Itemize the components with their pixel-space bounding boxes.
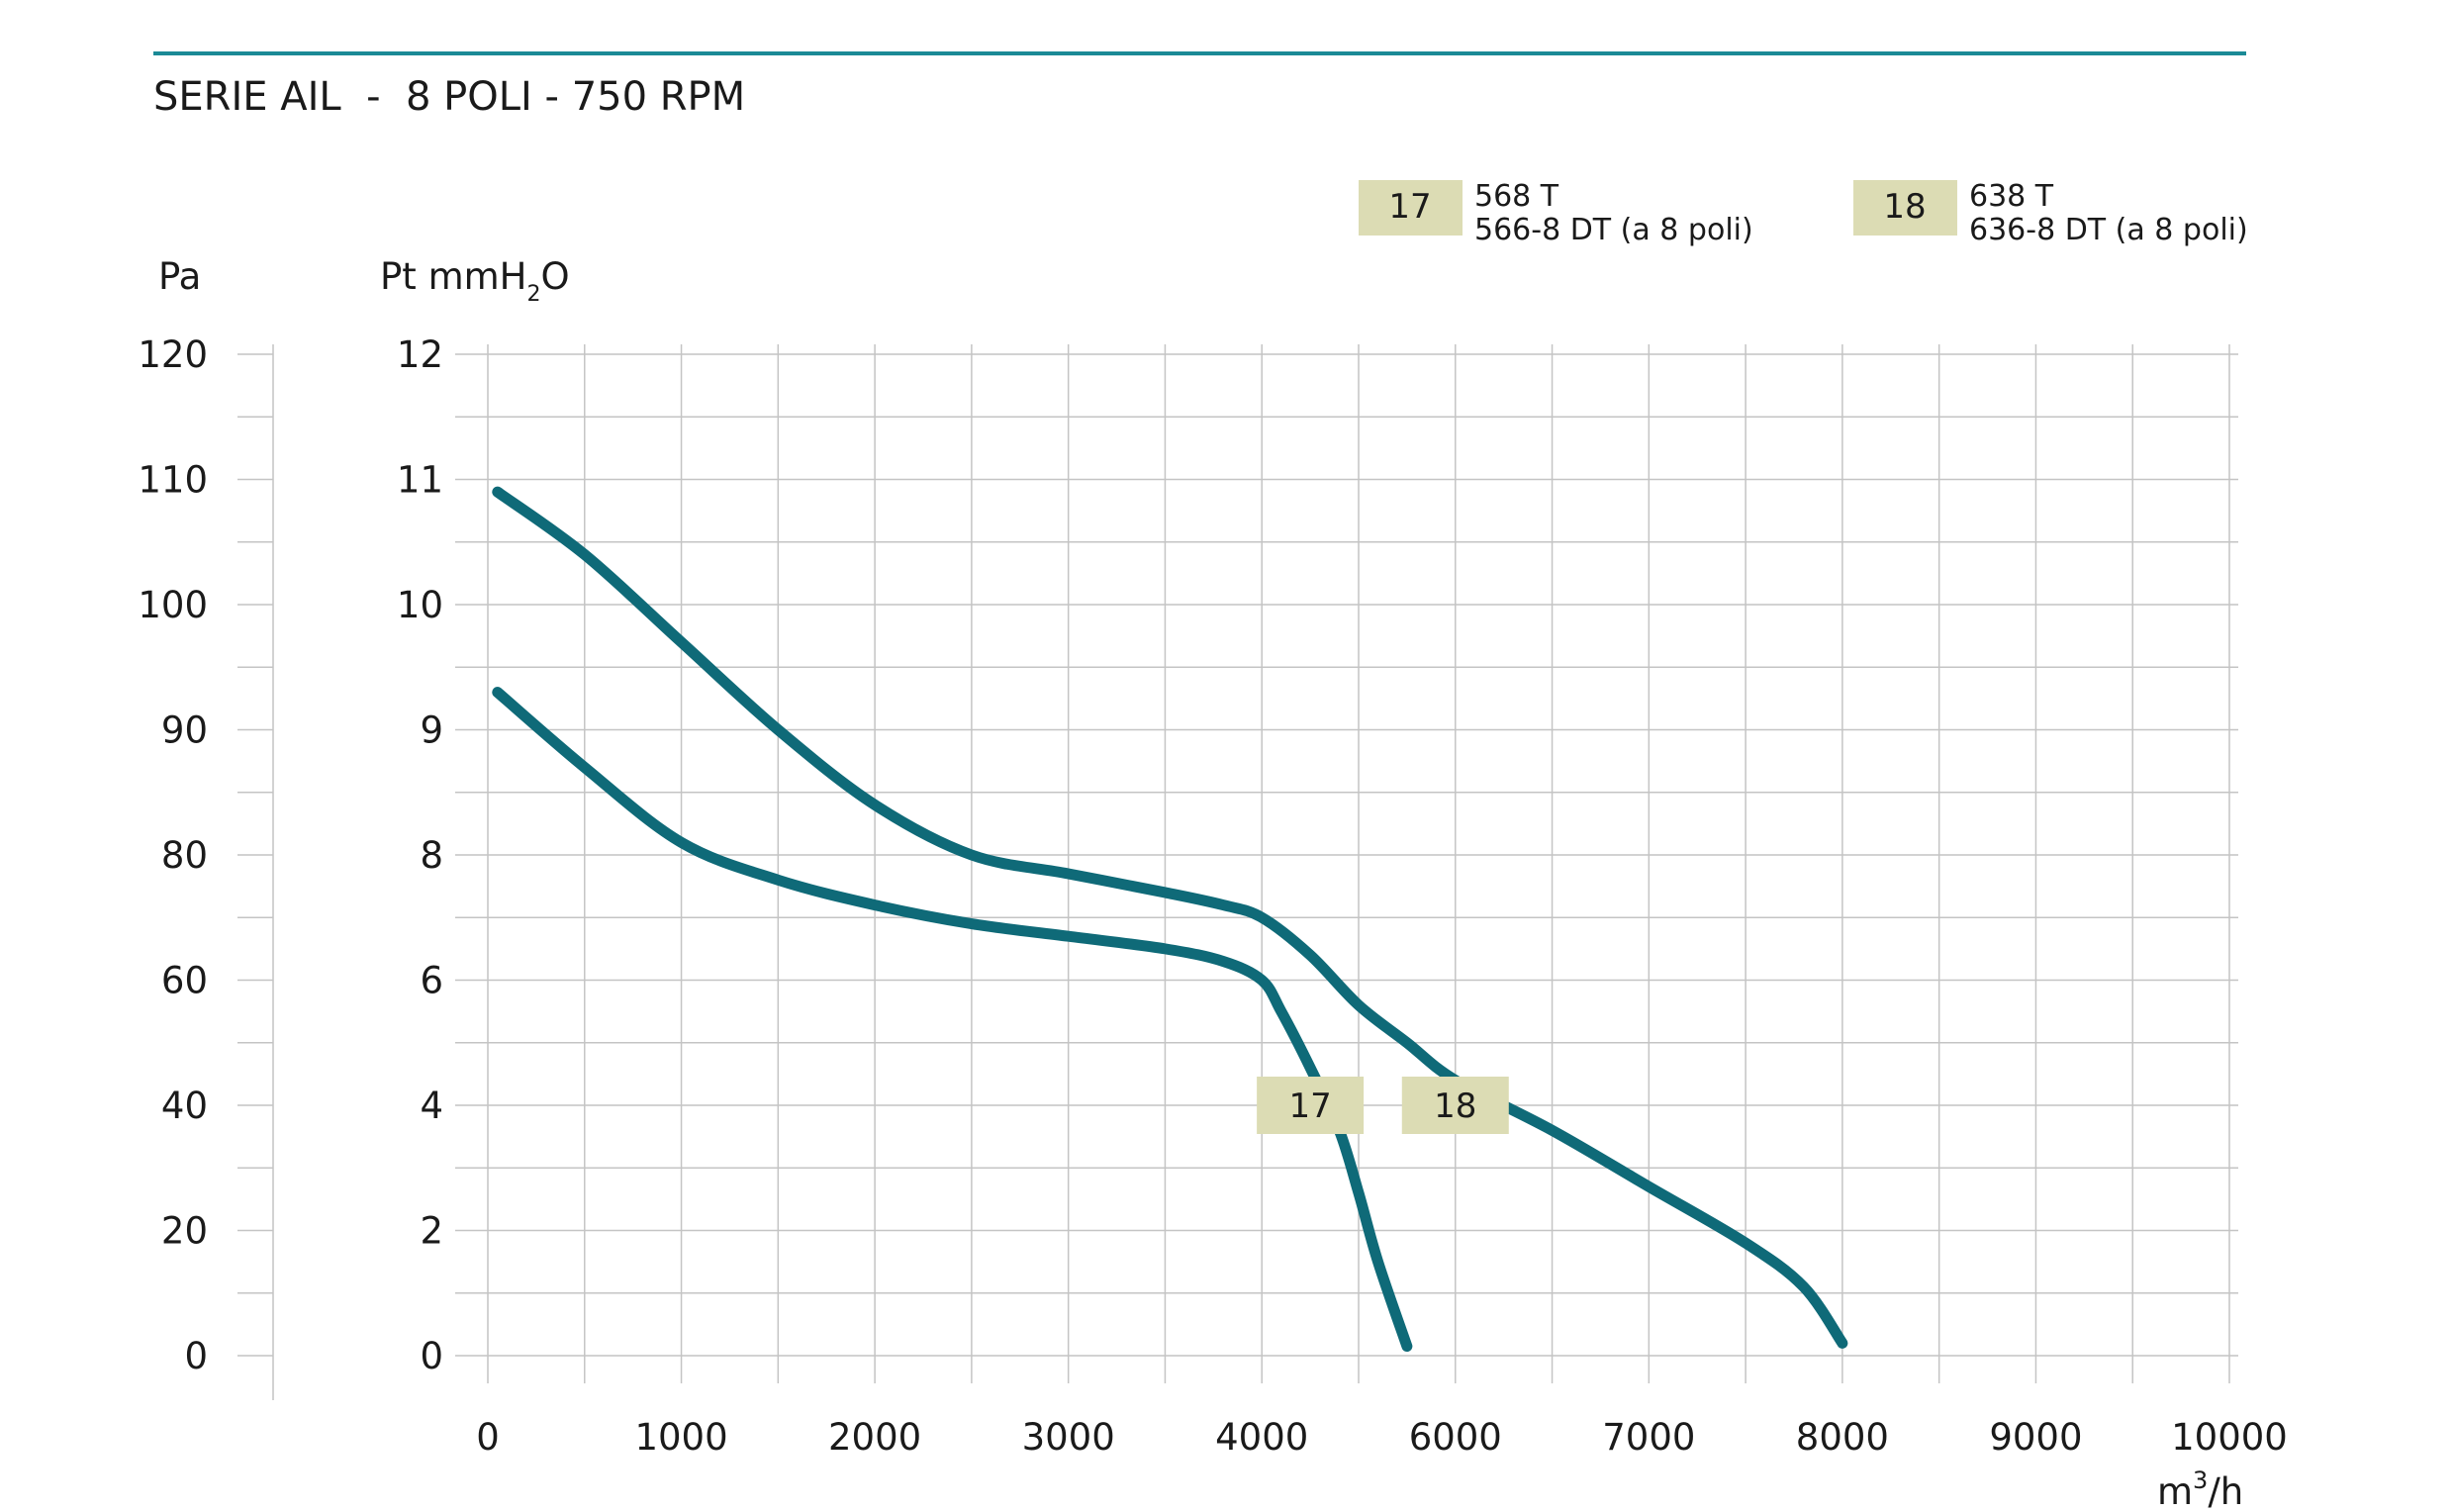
curve-18 [492, 486, 1848, 1349]
curve-label-badge-18 [1401, 1077, 1509, 1134]
legend-badge-18 [1853, 180, 1957, 236]
y-tick-label-mmh2o: 6 [420, 960, 443, 1002]
legend-17-line2: 566-8 DT (a 8 poli) [1474, 213, 1753, 247]
x-axis-label-sup: 3 [2193, 1466, 2208, 1494]
curve-17 [492, 687, 1413, 1353]
curve-label-badge-17 [1257, 1077, 1365, 1134]
y-tick-label-mmh2o: 2 [420, 1210, 443, 1253]
curves [492, 486, 1848, 1353]
x-tick-label: 10000 [2171, 1416, 2288, 1459]
y-axis-label-mmh2o-sub: 2 [527, 282, 541, 307]
x-tick-label: 9000 [1989, 1416, 2082, 1459]
axis-ticks: 0 1000 2000 3000 4000 6000 7000 8000 9000 1000002… [138, 333, 2287, 1459]
x-tick-label: 3000 [1022, 1416, 1115, 1459]
chart-title: SERIE AIL - 8 POLI - 750 RPM [153, 74, 745, 120]
y-tick-label-mmh2o: 12 [397, 333, 443, 376]
curve-label-18: 18 [1434, 1087, 1476, 1126]
y-axis-label-mmh2o-base: Pt mmH [380, 255, 527, 298]
y-tick-label-mmh2o: 0 [420, 1335, 443, 1377]
x-axis-label-base: m [2157, 1470, 2193, 1512]
y-tick-label-mmh2o: 11 [397, 459, 443, 502]
y-tick-label-mmh2o: 8 [420, 834, 443, 877]
x-tick-label: 8000 [1796, 1416, 1889, 1459]
y-tick-label-pa: 110 [138, 459, 208, 502]
y-tick-label-mmh2o: 10 [397, 584, 443, 626]
y-tick-label-pa: 100 [138, 584, 208, 626]
legend-18-line2: 636-8 DT (a 8 poli) [1969, 213, 2248, 247]
x-tick-label: 4000 [1215, 1416, 1308, 1459]
y-tick-label-pa: 40 [161, 1085, 208, 1127]
legend-badge-17 [1359, 180, 1463, 236]
curve-labels: 17 18 [1257, 1077, 1509, 1134]
legend-badge-18-label: 18 [1883, 187, 1926, 227]
y-axis-label-pa: Pa [158, 255, 201, 298]
legend-18-line1: 638 T [1969, 179, 2054, 214]
y-tick-label-pa: 80 [161, 834, 208, 877]
y-tick-label-pa: 20 [161, 1210, 208, 1253]
x-tick-label: 2000 [828, 1416, 921, 1459]
y-tick-label-pa: 90 [161, 709, 208, 752]
y-tick-label-mmh2o: 4 [420, 1085, 443, 1127]
legend-badge-17-label: 17 [1388, 187, 1431, 227]
y-tick-label-pa: 0 [184, 1335, 208, 1377]
y-tick-label-pa: 60 [161, 960, 208, 1002]
x-tick-label: 1000 [634, 1416, 727, 1459]
y-tick-label-pa: 120 [138, 333, 208, 376]
x-axis-label-tail: /h [2208, 1470, 2243, 1512]
x-axis-label: m3/h [2157, 1466, 2243, 1512]
y-tick-label-mmh2o: 9 [420, 709, 443, 752]
y-axis-label-mmh2o: Pt mmH2O [380, 255, 570, 307]
curve-label-17: 17 [1288, 1087, 1331, 1126]
legend-17-line1: 568 T [1474, 179, 1559, 214]
x-tick-label: 6000 [1409, 1416, 1502, 1459]
x-tick-label: 0 [476, 1416, 500, 1459]
plot-grid [237, 344, 2238, 1400]
x-tick-label: 7000 [1602, 1416, 1695, 1459]
legend: 17 568 T 566-8 DT (a 8 poli) 18 638 T 63… [1359, 179, 2248, 247]
y-axis-label-mmh2o-tail: O [541, 255, 570, 298]
